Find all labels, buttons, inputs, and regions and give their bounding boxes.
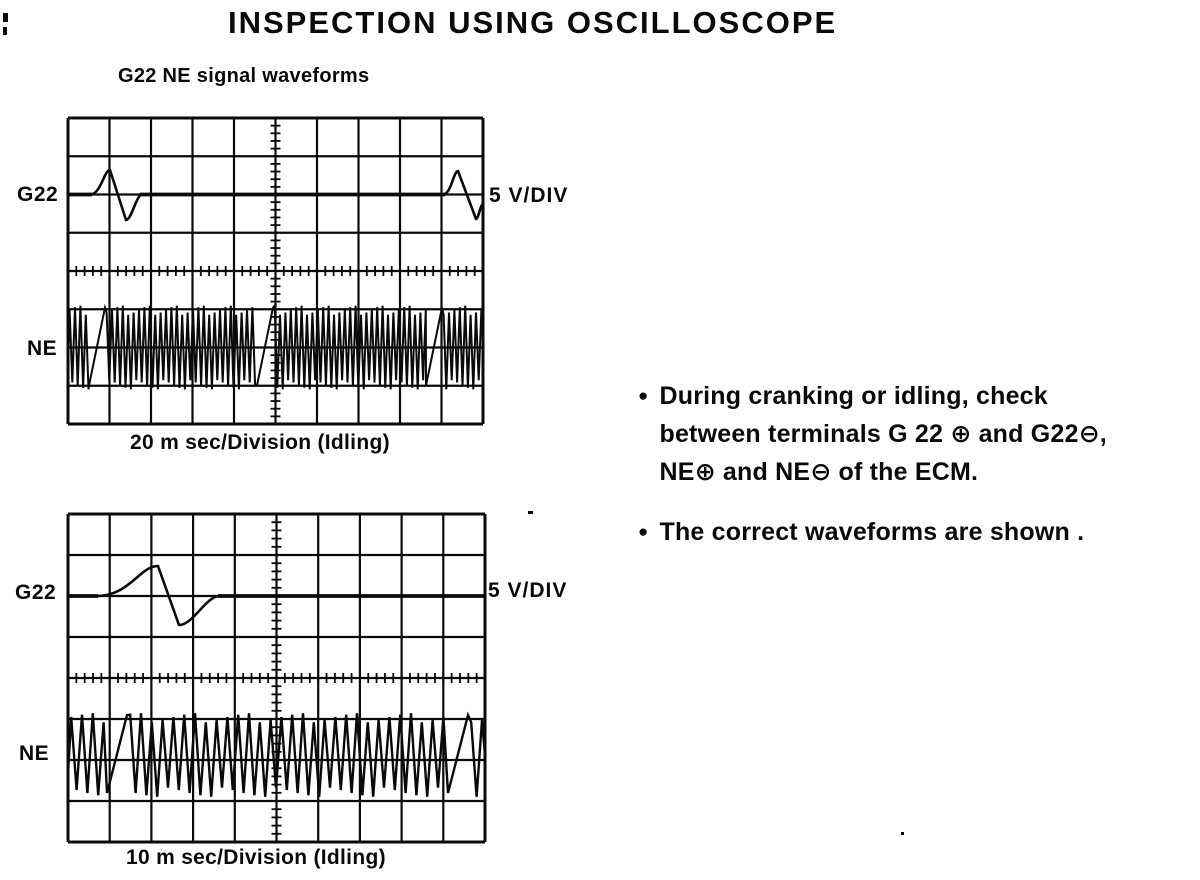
- bullet-icon: ●: [638, 386, 649, 405]
- channel-label-ne: NE: [27, 337, 58, 360]
- scope-caption-10ms: 10 m sec/Division (Idling): [126, 846, 386, 869]
- channel-label-g22: G22: [15, 581, 57, 604]
- figure-subtitle: G22 NE signal waveforms: [118, 65, 370, 87]
- volts-per-div-label: 5 V/DIV: [489, 184, 569, 207]
- note-line: between terminals G 22 ⊕ and G22⊖,: [659, 420, 1107, 448]
- oscilloscope-screen-20ms: [66, 116, 485, 426]
- note-line: The correct waveforms are shown .: [659, 518, 1085, 546]
- scan-artifact: [3, 13, 8, 22]
- scope-caption-20ms: 20 m sec/Division (Idling): [130, 431, 390, 454]
- volts-per-div-label: 5 V/DIV: [488, 579, 568, 602]
- page-title: INSPECTION USING OSCILLOSCOPE: [228, 5, 838, 40]
- scan-artifact: [528, 511, 533, 514]
- channel-label-g22: G22: [17, 183, 59, 206]
- note-text: During cranking or idling, check between…: [659, 377, 1106, 491]
- note-line: NE⊕ and NE⊖ of the ECM.: [659, 458, 979, 486]
- note-line: During cranking or idling, check: [659, 382, 1048, 410]
- note-item: ● During cranking or idling, check betwe…: [638, 377, 1178, 491]
- scan-artifact: [901, 832, 904, 835]
- note-text: The correct waveforms are shown .: [659, 513, 1084, 551]
- oscilloscope-screen-10ms: [66, 512, 487, 844]
- notes-block: ● During cranking or idling, check betwe…: [638, 377, 1178, 551]
- scan-artifact: [3, 27, 7, 35]
- note-item: ● The correct waveforms are shown .: [638, 513, 1178, 551]
- bullet-icon: ●: [638, 522, 649, 541]
- channel-label-ne: NE: [19, 742, 50, 765]
